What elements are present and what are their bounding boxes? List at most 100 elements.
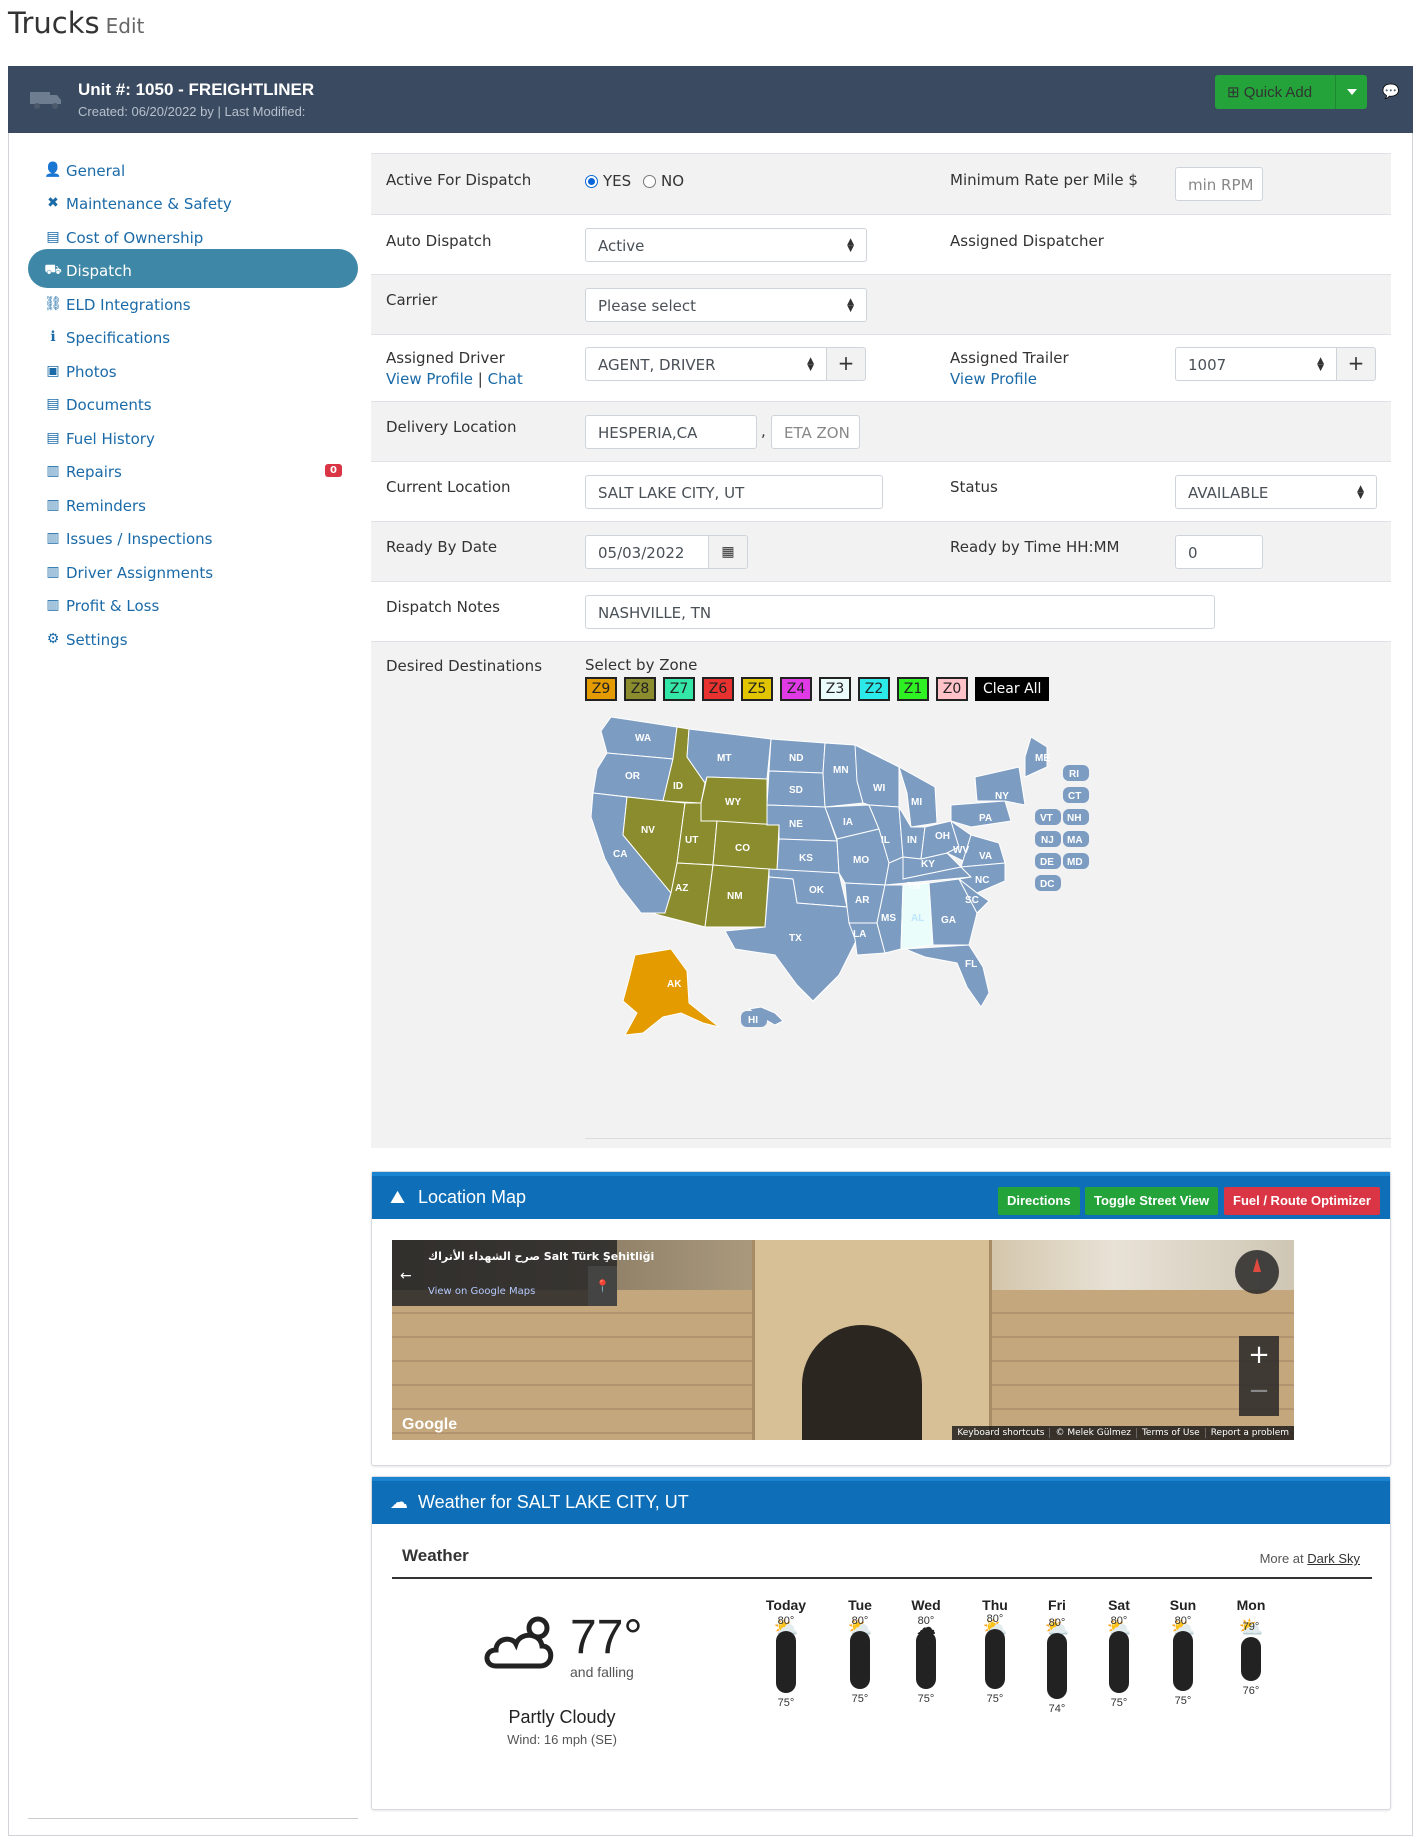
driver-view-profile-link[interactable]: View Profile: [386, 370, 474, 388]
state-de[interactable]: [1035, 853, 1061, 869]
state-al[interactable]: [900, 882, 934, 950]
directions-button[interactable]: Directions: [998, 1187, 1080, 1215]
zone-button-z4[interactable]: Z4: [780, 677, 812, 701]
sidebar-item-reminders[interactable]: ▥ Reminders: [28, 487, 358, 526]
partly-cloudy-icon: ⛅: [1238, 1617, 1264, 1639]
status-select[interactable]: AVAILABLE ▲ ▼: [1175, 475, 1377, 509]
state-ga[interactable]: [928, 878, 978, 946]
zoom-in-button[interactable]: +: [1248, 1340, 1270, 1370]
min-rate-input[interactable]: min RPM: [1175, 167, 1263, 201]
chevron-down-icon[interactable]: [1347, 89, 1357, 95]
zoom-out-button[interactable]: −: [1248, 1376, 1270, 1406]
state-ma[interactable]: [1063, 831, 1089, 847]
fuel-route-optimizer-button[interactable]: Fuel / Route Optimizer: [1224, 1187, 1380, 1215]
sidebar-item-general[interactable]: 👤 General: [28, 152, 358, 191]
auto-dispatch-select[interactable]: Active ▲ ▼: [585, 228, 867, 262]
report-problem-link[interactable]: Report a problem: [1204, 1428, 1294, 1438]
delivery-location-input[interactable]: HESPERIA,CA: [585, 415, 757, 449]
current-location-input[interactable]: SALT LAKE CITY, UT: [585, 475, 883, 509]
state-ak[interactable]: [622, 948, 720, 1036]
state-vt[interactable]: [1035, 809, 1061, 825]
sidebar-item-dispatch[interactable]: ⛟ Dispatch: [28, 249, 358, 288]
sidebar-item-maintenance[interactable]: ✖ Maintenance & Safety: [28, 185, 358, 224]
forecast-day-name: Fri: [1048, 1597, 1066, 1613]
sidebar-item-eld[interactable]: ⛓ ELD Integrations: [28, 286, 358, 325]
state-mi[interactable]: [898, 765, 938, 828]
state-fl[interactable]: [904, 944, 990, 1008]
keyboard-shortcuts-link[interactable]: Keyboard shortcuts: [957, 1428, 1045, 1438]
assigned-trailer-select[interactable]: 1007 ▲ ▼: [1175, 347, 1337, 381]
zone-button-z9[interactable]: Z9: [585, 677, 617, 701]
ready-by-time-input[interactable]: 0: [1175, 535, 1263, 569]
road-icon: ⛟: [44, 262, 62, 278]
toggle-street-view-button[interactable]: Toggle Street View: [1085, 1187, 1219, 1215]
street-view[interactable]: ← صرح الشهداء الأتراك Salt Türk Şehitliğ…: [392, 1240, 1294, 1440]
forecast-day: Thu ⛅ 80° 75°: [965, 1597, 1025, 1797]
image-icon: ▣: [46, 363, 60, 379]
active-dispatch-no-radio[interactable]: [643, 175, 656, 188]
map-pin-icon[interactable]: 📍: [588, 1266, 617, 1306]
clear-all-zones-button[interactable]: Clear All: [975, 677, 1050, 701]
zone-button-z1[interactable]: Z1: [897, 677, 929, 701]
state-label: HI: [748, 1015, 758, 1026]
zone-button-z7[interactable]: Z7: [663, 677, 695, 701]
state-wv[interactable]: [945, 819, 972, 862]
add-driver-button[interactable]: +: [826, 347, 866, 381]
state-ny[interactable]: [974, 766, 1026, 806]
sidebar-item-issues[interactable]: ▥ Issues / Inspections: [28, 520, 358, 559]
state-label: MO: [853, 855, 869, 866]
sort-icon: ▲ ▼: [847, 297, 854, 314]
driver-chat-link[interactable]: Chat: [487, 370, 523, 388]
us-map[interactable]: WA OR CA ID NV MT WY UT AZ CO NM ND SD N…: [585, 717, 1101, 1052]
sidebar-item-repairs[interactable]: ▥ Repairs 0: [28, 453, 358, 492]
state-ct[interactable]: [1063, 787, 1089, 803]
state-ri[interactable]: [1063, 765, 1089, 781]
state-hi-label[interactable]: [741, 1011, 767, 1027]
zone-button-z0[interactable]: Z0: [936, 677, 968, 701]
dispatch-notes-input[interactable]: NASHVILLE, TN: [585, 595, 1215, 629]
zone-button-z2[interactable]: Z2: [858, 677, 890, 701]
state-label: PA: [979, 813, 992, 824]
zone-button-z5[interactable]: Z5: [741, 677, 773, 701]
sidebar-item-specifications[interactable]: ℹ Specifications: [28, 319, 358, 358]
terms-link[interactable]: Terms of Use: [1135, 1428, 1205, 1438]
state-sc[interactable]: [958, 878, 990, 914]
state-nh[interactable]: [1063, 809, 1089, 825]
state-me[interactable]: [1024, 736, 1048, 778]
assigned-driver-select[interactable]: AGENT, DRIVER ▲ ▼: [585, 347, 827, 381]
state-wi[interactable]: [854, 744, 900, 808]
state-pa[interactable]: [950, 800, 1012, 828]
comments-icon[interactable]: 💬: [1382, 84, 1400, 100]
zone-button-z3[interactable]: Z3: [819, 677, 851, 701]
state-ms[interactable]: [876, 884, 904, 954]
add-trailer-button[interactable]: +: [1336, 347, 1376, 381]
zone-button-z8[interactable]: Z8: [624, 677, 656, 701]
state-md[interactable]: [1063, 853, 1089, 869]
sidebar-item-settings[interactable]: ⚙ Settings: [28, 621, 358, 660]
sidebar-item-profit-loss[interactable]: ▥ Profit & Loss: [28, 587, 358, 626]
sidebar-item-documents[interactable]: ▤ Documents: [28, 386, 358, 425]
compass-icon[interactable]: [1235, 1250, 1279, 1294]
eta-zone-input[interactable]: ETA ZON: [771, 415, 860, 449]
state-nj[interactable]: [1035, 831, 1061, 847]
sidebar-item-label: Specifications: [66, 329, 171, 347]
zone-button-z6[interactable]: Z6: [702, 677, 734, 701]
location-map-panel: ⛰ Location Map Directions Toggle Street …: [371, 1171, 1391, 1466]
quick-add-button[interactable]: ⊞ Quick Add: [1215, 75, 1367, 109]
carrier-select[interactable]: Please select ▲ ▼: [585, 288, 867, 322]
state-tx[interactable]: [724, 876, 858, 1002]
dark-sky-link[interactable]: Dark Sky: [1307, 1551, 1360, 1566]
sidebar-item-driver-assignments[interactable]: ▥ Driver Assignments: [28, 554, 358, 593]
arrow-left-icon[interactable]: ←: [400, 1268, 412, 1284]
sidebar-item-fuel-history[interactable]: ▤ Fuel History: [28, 420, 358, 459]
state-la[interactable]: [848, 922, 886, 956]
sidebar-item-photos[interactable]: ▣ Photos: [28, 353, 358, 392]
active-dispatch-yes-radio[interactable]: [585, 175, 598, 188]
calendar-icon[interactable]: ▦: [708, 535, 748, 569]
trailer-view-profile-link[interactable]: View Profile: [950, 370, 1038, 388]
state-dc[interactable]: [1035, 875, 1061, 891]
state-label: CA: [613, 849, 627, 860]
ready-by-date-input[interactable]: 05/03/2022: [585, 535, 709, 569]
sidebar-item-cost-of-ownership[interactable]: ▤ Cost of Ownership: [28, 219, 358, 258]
view-on-google-maps-link[interactable]: View on Google Maps: [428, 1286, 536, 1297]
